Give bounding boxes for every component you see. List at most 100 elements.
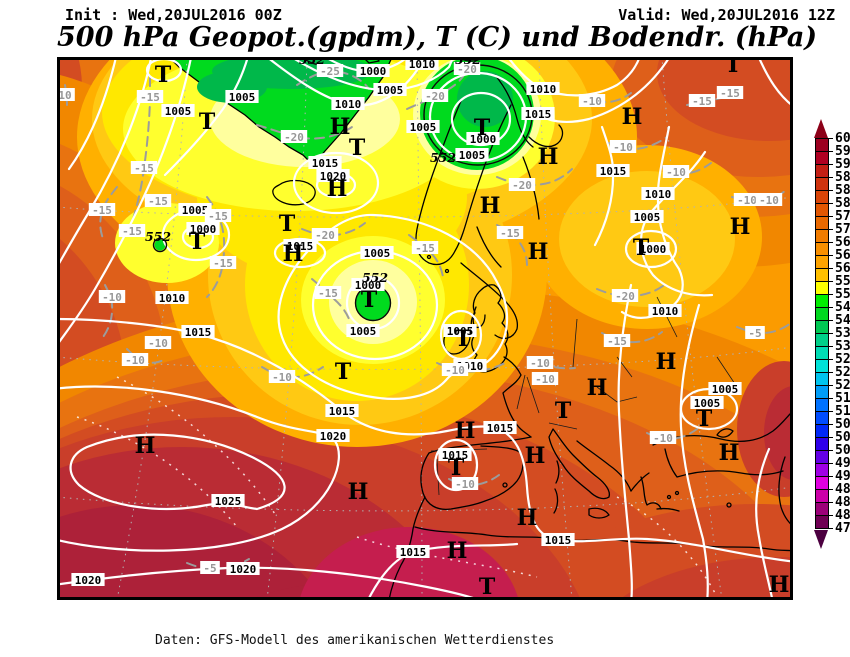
pressure-label: 1005 bbox=[360, 246, 394, 260]
low-center-marker: T bbox=[474, 115, 491, 141]
svg-text:-10: -10 bbox=[613, 141, 633, 154]
temperature-label: -10 bbox=[121, 353, 149, 367]
temperature-label: -20 bbox=[280, 130, 308, 144]
temperature-label: -10 bbox=[531, 372, 559, 386]
svg-text:1015: 1015 bbox=[600, 165, 627, 178]
pressure-label: 1015 bbox=[483, 421, 517, 435]
chart-title: 500 hPa Geopot.(gpdm), T (C) und Bodendr… bbox=[57, 22, 818, 53]
svg-text:1015: 1015 bbox=[545, 534, 572, 547]
colorbar-segment bbox=[816, 412, 828, 425]
pressure-label: 1005 bbox=[630, 210, 664, 224]
graticule-layer bbox=[57, 57, 793, 600]
svg-text:1015: 1015 bbox=[487, 422, 514, 435]
weather-map: 1000 1000 1000 1000 1000 1005 1005 1005 1005 1005… bbox=[57, 57, 793, 600]
colorbar-tick bbox=[828, 346, 833, 347]
high-center-marker: H bbox=[528, 239, 549, 265]
colorbar-segment bbox=[816, 477, 828, 490]
svg-text:1005: 1005 bbox=[447, 325, 474, 338]
low-center-marker: T bbox=[455, 326, 472, 352]
pressure-label: 1010 bbox=[155, 291, 189, 305]
high-center-marker: H bbox=[769, 572, 790, 598]
colorbar-tick-label: 528 bbox=[835, 352, 850, 367]
geopotential-label: 552 bbox=[362, 270, 388, 285]
high-center-marker: H bbox=[480, 193, 501, 219]
temperature-label: -10 bbox=[649, 431, 677, 445]
colorbar-segment bbox=[816, 230, 828, 243]
temperature-label: -10 bbox=[98, 290, 126, 304]
temperature-label: -10 bbox=[733, 193, 761, 207]
svg-text:-25: -25 bbox=[320, 65, 340, 78]
temperature-label: -15 bbox=[314, 286, 342, 300]
high-center-marker: H bbox=[135, 433, 156, 459]
pressure-label: 1025 bbox=[211, 494, 245, 508]
svg-text:-15: -15 bbox=[148, 195, 168, 208]
svg-text:1015: 1015 bbox=[185, 326, 212, 339]
pressure-label: 1020 bbox=[316, 429, 350, 443]
svg-text:-5: -5 bbox=[748, 327, 761, 340]
low-center-marker: T bbox=[349, 135, 366, 161]
svg-text:-20: -20 bbox=[615, 290, 635, 303]
colorbar-tick-label: 584 bbox=[835, 183, 850, 198]
colorbar-tick-label: 560 bbox=[835, 261, 850, 276]
pressure-label: 1015 bbox=[438, 448, 472, 462]
pressure-label: 1005 bbox=[161, 104, 195, 118]
svg-text:1015: 1015 bbox=[312, 157, 339, 170]
temperature-label: -15 bbox=[204, 209, 232, 223]
colorbar-tick bbox=[828, 255, 833, 256]
colorbar-segment bbox=[816, 295, 828, 308]
valid-time-label: Valid: Wed,20JUL2016 12Z bbox=[618, 6, 835, 24]
high-center-marker: H bbox=[719, 440, 740, 466]
temperature-label: -10 bbox=[451, 477, 479, 491]
map-label-layer: 1000100010001000100010051005100510051005… bbox=[57, 57, 789, 600]
temperature-label: -5 bbox=[200, 561, 220, 575]
colorbar-segment bbox=[816, 399, 828, 412]
pressure-label: 1005 bbox=[690, 396, 724, 410]
colorbar-tick-label: 552 bbox=[835, 287, 850, 302]
svg-text:1025: 1025 bbox=[215, 495, 242, 508]
pressure-label: 1005 bbox=[406, 120, 440, 134]
colorbar-tick-label: 496 bbox=[835, 456, 850, 471]
svg-text:1005: 1005 bbox=[350, 325, 377, 338]
colorbar-segment bbox=[816, 490, 828, 503]
pressure-label: 1015 bbox=[541, 533, 575, 547]
colorbar-tick bbox=[828, 216, 833, 217]
colorbar-segment bbox=[816, 152, 828, 165]
colorbar-tick-label: 572 bbox=[835, 222, 850, 237]
low-center-marker: T bbox=[361, 287, 378, 313]
temperature-label: -25 bbox=[316, 64, 344, 78]
colorbar-tick-label: 540 bbox=[835, 313, 850, 328]
temperature-label: -20 bbox=[611, 289, 639, 303]
colorbar-tick-label: 480 bbox=[835, 508, 850, 523]
low-center-marker: T bbox=[189, 229, 206, 255]
colorbar-segment bbox=[816, 204, 828, 217]
pressure-label: 1015 bbox=[325, 404, 359, 418]
svg-text:-15: -15 bbox=[500, 227, 520, 240]
svg-text:10: 10 bbox=[58, 89, 71, 102]
svg-text:-15: -15 bbox=[607, 335, 627, 348]
svg-text:1020: 1020 bbox=[320, 430, 347, 443]
svg-text:1000: 1000 bbox=[640, 243, 667, 256]
svg-text:-10: -10 bbox=[535, 373, 555, 386]
geopotential-label: 552 bbox=[430, 150, 456, 165]
temperature-label: -10 bbox=[755, 193, 783, 207]
temperature-label: -15 bbox=[144, 194, 172, 208]
high-center-marker: H bbox=[525, 443, 546, 469]
temperature-label: -20 bbox=[508, 178, 536, 192]
temperature-label: -10 bbox=[662, 165, 690, 179]
low-center-marker: T bbox=[155, 62, 172, 88]
colorbar-tick bbox=[828, 437, 833, 438]
colorbar-tick-label: 556 bbox=[835, 274, 850, 289]
geopotential-label: 552 bbox=[455, 57, 481, 67]
colorbar-tick bbox=[828, 502, 833, 503]
svg-text:1005: 1005 bbox=[165, 105, 192, 118]
svg-text:1010: 1010 bbox=[530, 83, 557, 96]
colorbar-segment bbox=[816, 503, 828, 516]
svg-text:1015: 1015 bbox=[400, 546, 427, 559]
colorbar-segment bbox=[816, 334, 828, 347]
pressure-label: 1005 bbox=[225, 90, 259, 104]
temperature-label: -20 bbox=[311, 228, 339, 242]
colorbar-segment bbox=[816, 243, 828, 256]
colorbar-tick bbox=[828, 203, 833, 204]
pressure-label: 1010 bbox=[648, 304, 682, 318]
